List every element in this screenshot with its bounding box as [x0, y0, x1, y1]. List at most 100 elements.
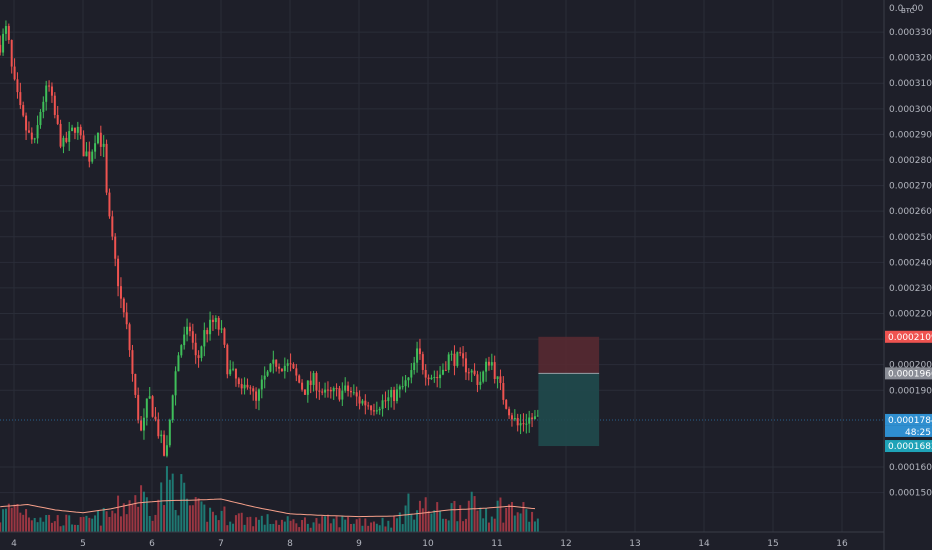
- volume-bar: [108, 516, 111, 532]
- candle-body: [338, 388, 341, 400]
- candle-body: [154, 416, 157, 420]
- candle-body: [177, 355, 180, 372]
- volume-bar: [117, 495, 120, 532]
- candle-body: [502, 382, 505, 400]
- volume-bar: [65, 514, 68, 532]
- candle-body: [183, 334, 186, 346]
- candle-body: [94, 143, 97, 152]
- volume-bar: [160, 482, 163, 532]
- candle-series: [0, 20, 539, 458]
- volume-bar: [344, 519, 347, 532]
- volume-bar: [335, 516, 338, 532]
- candle-body: [395, 389, 398, 402]
- volume-bar: [295, 523, 298, 532]
- candle-body: [71, 127, 74, 132]
- candle-body: [321, 391, 324, 393]
- candle-body: [298, 375, 301, 383]
- candle-body: [318, 390, 321, 392]
- volume-bar: [188, 505, 191, 532]
- candle-body: [358, 396, 361, 404]
- volume-bar: [42, 521, 45, 532]
- volume-bar: [122, 503, 125, 532]
- candle-body: [352, 392, 355, 394]
- candle-body: [59, 123, 62, 147]
- stop-loss-zone[interactable]: [538, 336, 600, 374]
- candle-body: [280, 368, 283, 372]
- volume-bar: [413, 519, 416, 532]
- candle-body: [122, 298, 125, 313]
- take-profit-zone[interactable]: [538, 373, 600, 447]
- volume-bar: [134, 495, 137, 532]
- volume-bar: [157, 499, 160, 532]
- entry-price-tag: 0.0001966: [885, 367, 932, 380]
- candle-body: [53, 95, 56, 115]
- candle-body: [180, 345, 183, 356]
- candle-body: [341, 390, 344, 400]
- volume-bar: [321, 516, 324, 532]
- candle-body: [145, 398, 148, 418]
- volume-bar: [508, 504, 511, 532]
- candle-body: [56, 114, 59, 124]
- candle-body: [19, 92, 22, 106]
- volume-bar: [102, 507, 105, 532]
- candle-body: [430, 377, 433, 380]
- volume-bar: [485, 508, 488, 532]
- currency-label: BTC: [901, 7, 915, 15]
- candle-body: [439, 374, 442, 379]
- volume-bar: [381, 517, 384, 532]
- candle-body: [226, 344, 229, 375]
- candle-body: [42, 101, 45, 112]
- candle-body: [335, 388, 338, 390]
- last-price-tag-bg: [885, 413, 932, 426]
- countdown-bg: [885, 425, 932, 437]
- volume-bar: [280, 519, 283, 532]
- volume-bar: [0, 522, 2, 532]
- volume-bar: [73, 524, 76, 532]
- volume-bar: [301, 520, 304, 532]
- grid: [0, 0, 884, 532]
- candle-body: [459, 352, 462, 354]
- volume-bar: [59, 526, 62, 532]
- volume-bar: [33, 517, 36, 532]
- candle-body: [263, 375, 266, 380]
- volume-bar: [292, 519, 295, 532]
- candle-body: [479, 381, 482, 385]
- volume-bar: [62, 525, 65, 532]
- volume-bar: [232, 523, 235, 532]
- time-tick-label: 10: [422, 539, 434, 549]
- time-tick-label: 5: [80, 539, 86, 549]
- candle-body: [257, 389, 260, 401]
- candle-body: [260, 379, 263, 390]
- candle-body: [332, 388, 335, 392]
- time-tick-label: 4: [11, 539, 17, 549]
- candle-body: [418, 348, 421, 355]
- candle-body: [467, 372, 470, 374]
- candle-body: [85, 151, 88, 157]
- time-tick-label: 12: [560, 539, 571, 549]
- volume-bar: [303, 517, 306, 532]
- candle-body: [447, 354, 450, 370]
- time-tick-label: 9: [356, 539, 362, 549]
- candle-body: [283, 365, 286, 372]
- volume-bar: [476, 510, 479, 532]
- volume-bar: [125, 514, 128, 532]
- candle-body: [186, 326, 189, 335]
- volume-bar: [79, 517, 82, 532]
- volume-bar: [364, 518, 367, 532]
- volume-bar: [151, 520, 154, 532]
- candle-body: [485, 361, 488, 372]
- candle-body: [249, 387, 252, 389]
- volume-bar: [45, 515, 48, 532]
- volume-bar: [473, 496, 476, 532]
- candle-body: [105, 143, 108, 193]
- candle-body: [510, 415, 513, 420]
- candle-body: [367, 405, 370, 407]
- countdown-text: 48:25: [905, 428, 931, 438]
- volume-bar: [68, 515, 71, 532]
- candle-body: [505, 399, 508, 409]
